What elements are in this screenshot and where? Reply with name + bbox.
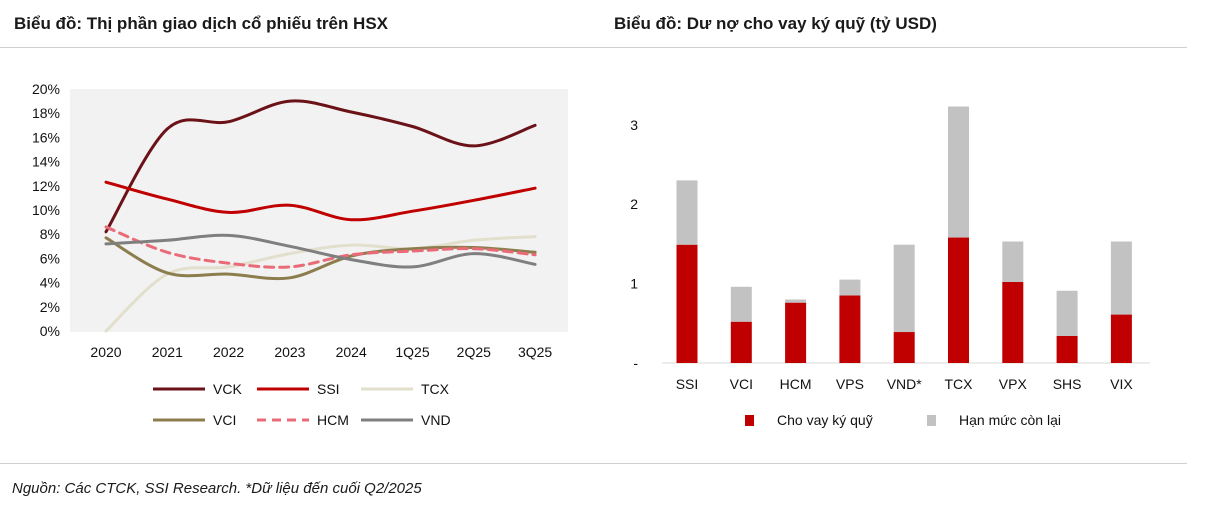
x-tick-label: 2021	[152, 344, 183, 360]
line-chart-title: Biểu đồ: Thị phần giao dịch cổ phiếu trê…	[14, 14, 389, 33]
bar-margin-loan	[1002, 282, 1024, 363]
x-tick-label: HCM	[780, 376, 812, 392]
x-tick-label: VPX	[999, 376, 1028, 392]
y-tick-label: 0%	[40, 323, 60, 339]
series-line-vck	[104, 99, 537, 234]
legend-label: VCK	[213, 381, 242, 397]
bar-remaining-limit	[785, 299, 807, 303]
legend-label: Cho vay ký quỹ	[777, 412, 873, 428]
y-tick-label: 2	[630, 196, 638, 212]
bar-remaining-limit	[1110, 241, 1132, 315]
x-tick-label: 2024	[336, 344, 367, 360]
x-tick-label: 1Q25	[395, 344, 429, 360]
bar-remaining-limit	[948, 106, 969, 238]
header-divider	[0, 47, 1187, 48]
bar-margin-loan	[785, 302, 807, 363]
bar-margin-loan	[1056, 336, 1078, 363]
bar-chart-title: Biểu đồ: Dư nợ cho vay ký quỹ (tỷ USD)	[614, 14, 937, 33]
y-tick-label: 4%	[40, 275, 60, 291]
y-tick-label: -	[633, 355, 638, 371]
y-tick-label: 14%	[32, 154, 60, 170]
margin-lending-bar-chart: - 1 2 3 SSI VCI HCM VPS VND* TCX VPX SHS VIX Cho vay …	[630, 106, 1150, 428]
y-tick-label: 10%	[32, 202, 60, 218]
x-tick-label: VND*	[887, 376, 923, 392]
bar-remaining-limit	[730, 286, 752, 322]
x-tick-label: 3Q25	[518, 344, 552, 360]
x-tick-label: SSI	[676, 376, 699, 392]
source-footnote: Nguồn: Các CTCK, SSI Research. *Dữ liệu …	[12, 480, 422, 497]
y-tick-label: 1	[630, 276, 638, 292]
bar-margin-loan	[730, 321, 752, 363]
bar-margin-loan	[676, 244, 698, 363]
y-tick-label: 16%	[32, 129, 60, 145]
series-line-vnd	[104, 233, 537, 269]
x-tick-label: TCX	[945, 376, 974, 392]
legend-label: VCI	[213, 412, 236, 428]
bar-remaining-limit	[676, 180, 698, 245]
x-tick-label: 2022	[213, 344, 244, 360]
legend-swatch	[745, 415, 754, 426]
y-tick-label: 3	[630, 117, 638, 133]
x-tick-label: SHS	[1053, 376, 1082, 392]
bar-margin-loan	[893, 332, 915, 363]
legend-swatch	[927, 415, 936, 426]
series-line-ssi	[104, 180, 537, 222]
x-tick-label: VCI	[730, 376, 753, 392]
footer-divider	[0, 463, 1187, 464]
bar-margin-loan	[948, 237, 969, 363]
legend-label: Hạn mức còn lại	[959, 412, 1061, 428]
y-tick-label: 8%	[40, 226, 60, 242]
bar-remaining-limit	[1056, 290, 1078, 337]
legend-label: SSI	[317, 381, 340, 397]
x-tick-label: VPS	[836, 376, 864, 392]
legend-label: VND	[421, 412, 451, 428]
bar-margin-loan	[839, 295, 861, 363]
x-tick-label: VIX	[1110, 376, 1133, 392]
bar-remaining-limit	[893, 244, 915, 333]
legend-label: TCX	[421, 381, 450, 397]
series-line-hcm	[104, 225, 537, 269]
y-tick-label: 2%	[40, 299, 60, 315]
bar-remaining-limit	[839, 279, 861, 296]
bar-margin-loan	[1110, 314, 1132, 363]
legend-label: HCM	[317, 412, 349, 428]
bar-remaining-limit	[1002, 241, 1024, 283]
y-tick-label: 12%	[32, 178, 60, 194]
y-tick-label: 20%	[32, 81, 60, 97]
x-tick-label: 2023	[274, 344, 305, 360]
y-tick-label: 6%	[40, 250, 60, 266]
y-tick-label: 18%	[32, 105, 60, 121]
x-tick-label: 2020	[90, 344, 121, 360]
x-tick-label: 2Q25	[457, 344, 491, 360]
market-share-line-chart: 0% 2% 4% 6% 8% 10% 12% 14% 16% 18% 20% 2020 2021 2022…	[32, 81, 552, 428]
